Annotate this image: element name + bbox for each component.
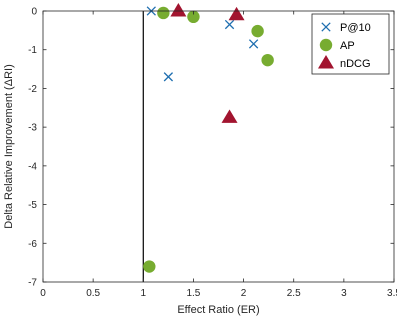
x-axis-label: Effect Ratio (ER)	[177, 304, 259, 316]
y-tick-label: -6	[28, 239, 37, 250]
y-tick-label: -5	[28, 200, 37, 211]
legend-marker-ap	[319, 38, 333, 52]
legend-label-ndcg: nDCG	[340, 58, 371, 70]
y-tick-label: -7	[28, 278, 37, 289]
x-tick-label: 2.5	[287, 288, 301, 299]
x-tick-label: 0	[40, 288, 46, 299]
point-p10	[163, 72, 174, 82]
point-ap	[261, 53, 274, 67]
y-tick-label: -3	[28, 123, 37, 134]
y-tick-label: -2	[28, 84, 37, 95]
legend-label-ap: AP	[340, 40, 355, 52]
y-axis-label: Delta Relative Improvement (ΔRI)	[3, 64, 15, 228]
x-tick-label: 1.5	[186, 288, 200, 299]
x-tick-label: 3	[341, 288, 347, 299]
y-tick-label: 0	[31, 7, 37, 18]
point-p10	[224, 19, 235, 30]
y-tick-label: -4	[28, 161, 37, 172]
point-ap	[143, 260, 156, 273]
legend-marker-ndcg	[318, 55, 334, 69]
y-tick-label: -1	[28, 45, 37, 56]
point-p10	[248, 39, 259, 49]
point-ndcg	[228, 6, 245, 21]
point-ap	[251, 24, 264, 38]
plot-layer	[142, 3, 274, 282]
point-ndcg	[221, 109, 238, 123]
point-ndcg	[170, 3, 187, 17]
x-tick-label: 2	[241, 288, 247, 299]
x-tick-label: 0.5	[86, 288, 100, 299]
plot-frame	[42, 10, 395, 283]
x-tick-label: 3.5	[387, 288, 397, 299]
point-ap	[157, 6, 170, 20]
point-ap	[187, 10, 200, 24]
legend-marker-p10	[321, 22, 331, 32]
x-tick-label: 1	[141, 288, 147, 299]
legend: P@10 AP nDCG	[311, 13, 390, 75]
tick-layer: 0 0.5 1 1.5 2 2.5 3 3.5 0 -1 -2 -3 -4 -5 -6 -7	[28, 7, 397, 300]
legend-label-p10: P@10	[340, 22, 371, 34]
